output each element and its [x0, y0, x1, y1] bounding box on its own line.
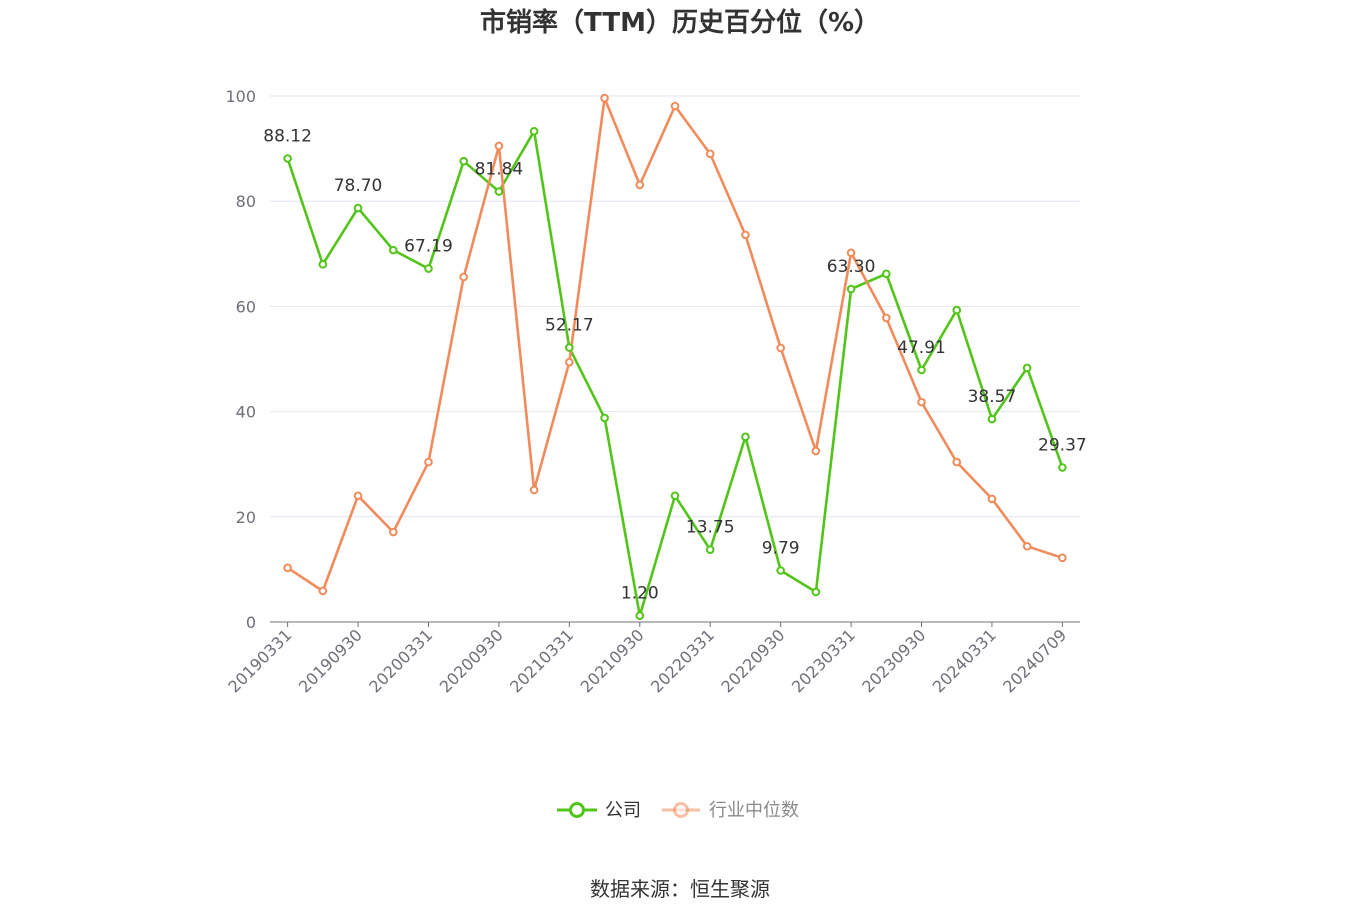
data-label: 38.57	[968, 387, 1017, 407]
legend-company-circle-icon	[569, 802, 585, 818]
data-point-industry-median	[882, 313, 891, 323]
x-tick-label: 20230331	[788, 625, 859, 696]
data-point-industry-median	[529, 485, 539, 495]
data-point-industry-median	[1058, 553, 1067, 563]
legend: 公司 行业中位数	[557, 800, 799, 821]
x-tick-label: 20230930	[858, 625, 929, 696]
data-point-industry-median	[459, 272, 468, 282]
legend-industry-label: 行业中位数	[709, 800, 799, 821]
data-point-industry-median	[388, 527, 398, 537]
y-tick-label: 80	[236, 192, 256, 211]
data-label: 88.12	[263, 126, 312, 146]
data-point-industry-median	[952, 457, 962, 467]
x-tick-label: 20190930	[295, 625, 366, 696]
data-point-industry-median	[987, 494, 997, 504]
data-label: 29.37	[1038, 436, 1087, 456]
data-point-company	[917, 365, 926, 375]
data-label: 47.91	[897, 338, 946, 358]
plot-area: 0 20 40 60 80 100 20190331 20190930 20200331 2020…	[224, 87, 1086, 696]
data-point-company	[705, 545, 715, 554]
y-tick-label: 40	[236, 403, 256, 422]
data-point-company	[776, 566, 785, 575]
data-source-note: 数据来源：恒生聚源	[590, 877, 770, 901]
data-label: 78.70	[334, 176, 383, 196]
legend-company-label: 公司	[605, 800, 641, 821]
chart-title: 市销率（TTM）历史百分位（%）	[480, 7, 880, 38]
x-tick-label: 20190331	[224, 625, 295, 696]
data-point-company	[565, 343, 574, 352]
legend-industry-circle-icon	[673, 802, 689, 818]
data-point-company	[318, 260, 328, 269]
x-tick-label: 20240709	[999, 625, 1070, 696]
data-point-industry-median	[846, 248, 856, 258]
data-point-company	[494, 187, 504, 196]
data-point-company	[670, 491, 680, 501]
data-point-industry-median	[776, 343, 785, 353]
x-tick-label: 20220331	[647, 625, 718, 696]
data-point-company	[459, 156, 468, 166]
y-tick-label: 100	[225, 87, 256, 106]
data-point-company	[600, 413, 609, 423]
data-point-company	[283, 154, 292, 163]
data-point-industry-median	[318, 586, 328, 596]
x-tick-label: 20220930	[717, 625, 788, 696]
data-label: 9.79	[762, 539, 800, 559]
y-tick-label: 60	[236, 297, 256, 316]
y-tick-label: 0	[246, 613, 256, 632]
data-point-industry-median	[600, 93, 609, 103]
data-point-company	[987, 414, 997, 424]
x-tick-label: 20240331	[929, 625, 1000, 696]
data-point-industry-median	[670, 101, 680, 111]
data-point-industry-median	[424, 457, 433, 467]
legend-item-company[interactable]: 公司	[557, 800, 641, 821]
data-point-industry-median	[705, 149, 715, 159]
data-point-company	[635, 611, 645, 620]
data-point-industry-median	[494, 141, 504, 151]
data-label: 67.19	[404, 237, 453, 257]
data-point-industry-median	[1022, 541, 1032, 551]
data-point-industry-median	[283, 563, 292, 573]
data-point-industry-median	[811, 446, 821, 456]
data-point-industry-median	[565, 357, 574, 367]
data-label: 52.17	[545, 316, 594, 336]
data-point-company	[846, 284, 856, 294]
data-label: 1.20	[621, 584, 659, 604]
data-point-industry-median	[741, 230, 750, 240]
data-point-company	[353, 203, 363, 213]
legend-item-industry-median[interactable]: 行业中位数	[662, 800, 799, 821]
series-line-company	[286, 129, 1064, 618]
data-label: 63.30	[827, 257, 876, 277]
x-tick-label: 20210331	[506, 625, 577, 696]
data-point-company	[529, 126, 539, 136]
data-point-industry-median	[635, 180, 645, 190]
data-point-industry-median	[353, 491, 363, 501]
data-point-company	[741, 432, 750, 442]
y-tick-label: 20	[236, 508, 256, 527]
data-point-company	[424, 264, 433, 273]
x-tick-label: 20200331	[365, 625, 436, 696]
data-point-company	[882, 269, 891, 279]
data-point-company	[811, 587, 821, 597]
data-point-company	[1058, 463, 1067, 472]
data-point-industry-median	[917, 397, 926, 407]
data-label: 13.75	[686, 518, 735, 538]
x-tick-label: 20210930	[577, 625, 648, 696]
data-point-company	[1022, 363, 1032, 373]
data-point-company	[388, 245, 398, 255]
x-tick-label: 20200930	[436, 625, 507, 696]
data-label: 81.84	[475, 160, 524, 180]
data-point-company	[952, 305, 962, 315]
